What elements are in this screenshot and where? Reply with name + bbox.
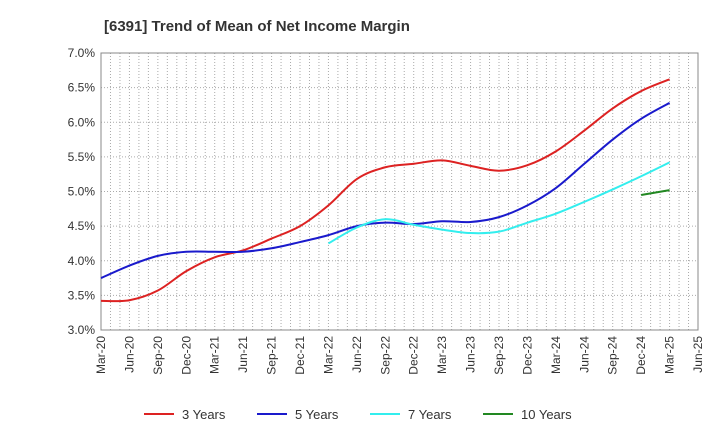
x-tick-label: Sep-21 [265, 336, 279, 375]
x-tick-label: Mar-20 [94, 336, 108, 374]
legend-item-10-years: 10 Years [483, 407, 572, 422]
x-tick-label: Jun-24 [577, 336, 591, 373]
x-tick-label: Dec-22 [407, 336, 421, 375]
x-tick-label: Jun-25 [691, 336, 705, 373]
grid-lines [100, 52, 699, 331]
x-tick-label: Jun-21 [236, 336, 250, 373]
x-tick-label: Jun-22 [350, 336, 364, 373]
series-lines [100, 78, 671, 303]
x-tick-label: Mar-23 [435, 336, 449, 374]
x-axis: Mar-20 Jun-20 Sep-20 Dec-20 Mar-21 Jun-21 Sep-… [94, 336, 705, 375]
y-tick-label: 4.5% [68, 219, 96, 233]
series-line-5-years [100, 101, 671, 279]
chart-title: [6391] Trend of Mean of Net Income Margi… [104, 18, 410, 35]
y-tick-label: 3.5% [68, 288, 96, 302]
legend-item-7-years: 7 Years [370, 407, 452, 422]
y-tick-label: 6.5% [68, 81, 96, 95]
x-tick-label: Dec-23 [520, 336, 534, 375]
y-tick-label: 6.0% [68, 115, 96, 129]
plot-border [100, 52, 699, 331]
x-tick-label: Sep-22 [378, 336, 392, 375]
legend-label: 7 Years [408, 407, 452, 422]
y-axis: 3.0% 3.5% 4.0% 4.5% 5.0% 5.5% 6.0% 6.5% 7.0% [68, 46, 96, 337]
legend: 3 Years 5 Years 7 Years 10 Years [144, 407, 572, 422]
x-tick-label: Dec-21 [293, 336, 307, 375]
y-tick-label: 3.0% [68, 323, 96, 337]
legend-label: 10 Years [521, 407, 572, 422]
legend-label: 3 Years [182, 407, 226, 422]
x-tick-label: Dec-24 [634, 336, 648, 375]
x-tick-label: Mar-21 [208, 336, 222, 374]
x-tick-label: Sep-23 [492, 336, 506, 375]
x-tick-label: Mar-24 [549, 336, 563, 374]
series-line-10-years [640, 189, 670, 196]
y-tick-label: 7.0% [68, 46, 96, 60]
y-tick-label: 4.0% [68, 254, 96, 268]
x-tick-label: Mar-25 [663, 336, 677, 374]
y-tick-label: 5.5% [68, 150, 96, 164]
legend-item-3-years: 3 Years [144, 407, 226, 422]
x-tick-label: Sep-20 [151, 336, 165, 375]
series-line-7-years [327, 161, 671, 245]
x-tick-label: Mar-22 [321, 336, 335, 374]
y-tick-label: 5.0% [68, 185, 96, 199]
x-tick-label: Jun-20 [122, 336, 136, 373]
x-tick-label: Sep-24 [606, 336, 620, 375]
legend-label: 5 Years [295, 407, 339, 422]
x-tick-label: Jun-23 [464, 336, 478, 373]
series-line-3-years [100, 78, 670, 303]
legend-item-5-years: 5 Years [257, 407, 339, 422]
x-tick-label: Dec-20 [179, 336, 193, 375]
